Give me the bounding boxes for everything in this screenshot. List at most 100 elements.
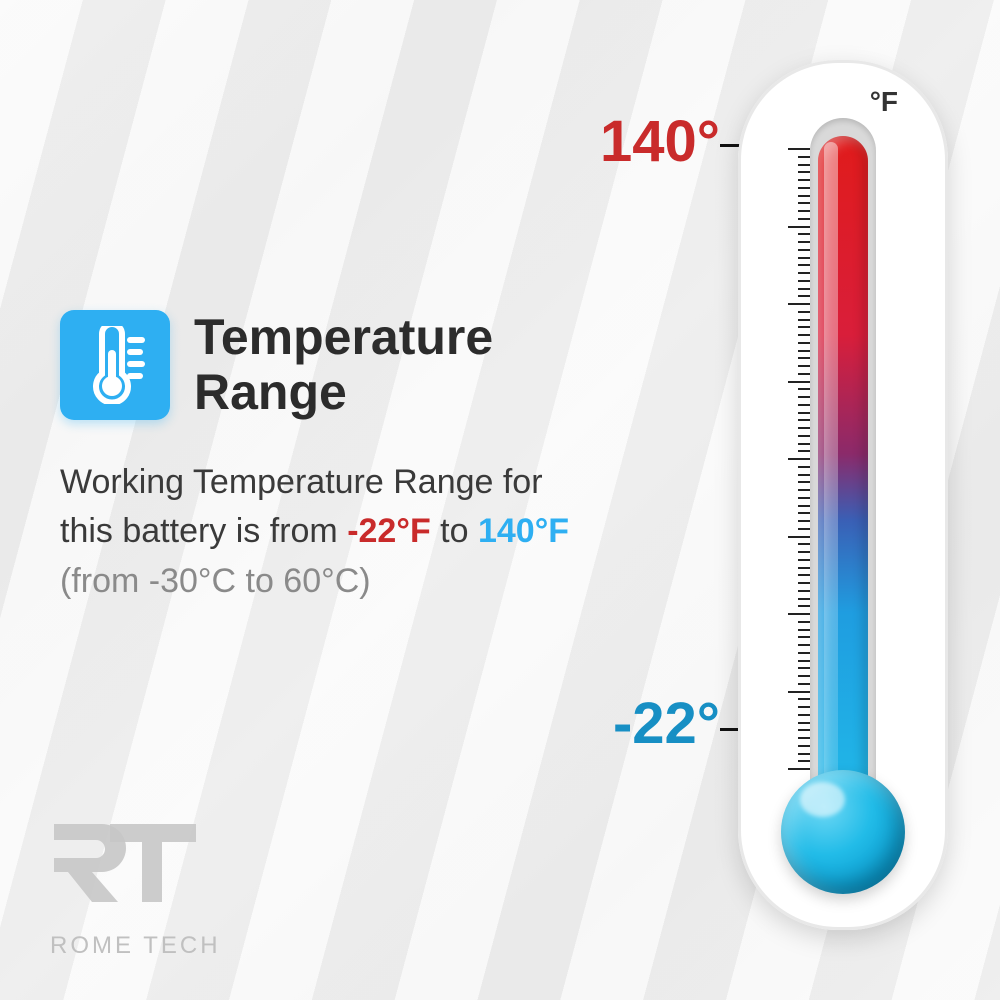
desc-mid: to [431,512,478,550]
tick-minor [798,629,810,631]
tick-minor [798,311,810,313]
tick-minor [798,218,810,220]
tick-minor [798,474,810,476]
tick-major [788,613,810,615]
logo-text: ROME TECH [50,932,221,960]
tick-minor [798,404,810,406]
tick-minor [798,257,810,259]
header-row: Temperature Range [60,310,580,420]
tick-minor [798,396,810,398]
tick-minor [798,605,810,607]
tick-minor [798,598,810,600]
tick-minor [798,350,810,352]
tick-minor [798,195,810,197]
tick-minor [798,714,810,716]
tick-minor [798,435,810,437]
tick-minor [798,745,810,747]
tick-major [788,148,810,150]
brand-logo: ROME TECH [50,824,221,960]
tick-minor [798,334,810,336]
tick-minor [798,543,810,545]
desc-hot-f: 140°F [478,512,569,550]
tick-minor [798,288,810,290]
tick-minor [798,559,810,561]
tick-minor [798,419,810,421]
unit-label: °F [870,86,898,118]
cold-temp-label: -22° [613,690,720,757]
tick-minor [798,528,810,530]
hot-temp-label: 140° [600,108,720,175]
tick-minor [798,683,810,685]
tick-minor [798,179,810,181]
tick-minor [798,342,810,344]
tick-minor [798,698,810,700]
tick-minor [798,156,810,158]
tick-minor [798,326,810,328]
thermometer-highlight [824,142,838,782]
tick-minor [798,202,810,204]
tick-minor [798,582,810,584]
tick-minor [798,675,810,677]
tick-minor [798,489,810,491]
tick-major [788,768,810,770]
tick-major [788,226,810,228]
desc-celsius: (from -30°C to 60°C) [60,562,371,600]
tick-minor [798,660,810,662]
tick-minor [798,753,810,755]
tick-minor [798,567,810,569]
thermometer-bulb [781,770,905,894]
tick-minor [798,520,810,522]
section-title: Temperature Range [194,310,493,420]
desc-cold-f: -22°F [347,512,431,550]
bulb-highlight [800,782,845,817]
tick-minor [798,505,810,507]
tick-minor [798,171,810,173]
tick-minor [798,450,810,452]
tick-minor [798,551,810,553]
tick-major [788,536,810,538]
tick-minor [798,737,810,739]
tick-minor [798,722,810,724]
tick-minor [798,652,810,654]
tick-minor [798,412,810,414]
tick-minor [798,706,810,708]
tick-minor [798,357,810,359]
tick-minor [798,667,810,669]
description-text: Working Temperature Range for this batte… [60,458,580,606]
tick-major [788,691,810,693]
logo-mark-icon [50,824,200,919]
tick-minor [798,187,810,189]
tick-minor [798,512,810,514]
tick-minor [798,280,810,282]
tick-minor [798,497,810,499]
tick-minor [798,388,810,390]
tick-minor [798,272,810,274]
tick-minor [798,590,810,592]
tick-minor [798,621,810,623]
tick-minor [798,644,810,646]
thermometer-ticks [788,148,810,768]
tick-major [788,303,810,305]
tick-minor [798,233,810,235]
text-section: Temperature Range Working Temperature Ra… [60,310,580,606]
infographic-content: Temperature Range Working Temperature Ra… [0,0,1000,1000]
tick-minor [798,319,810,321]
thermometer-icon-box [60,310,170,420]
tick-minor [798,295,810,297]
tick-minor [798,241,810,243]
tick-minor [798,760,810,762]
tick-minor [798,729,810,731]
tick-minor [798,164,810,166]
tick-minor [798,636,810,638]
tick-minor [798,574,810,576]
tick-minor [798,466,810,468]
tick-minor [798,443,810,445]
tick-minor [798,264,810,266]
tick-major [788,381,810,383]
thermometer-graphic: °F [738,60,948,940]
tick-minor [798,210,810,212]
tick-minor [798,373,810,375]
tick-minor [798,481,810,483]
tick-minor [798,427,810,429]
tick-minor [798,249,810,251]
